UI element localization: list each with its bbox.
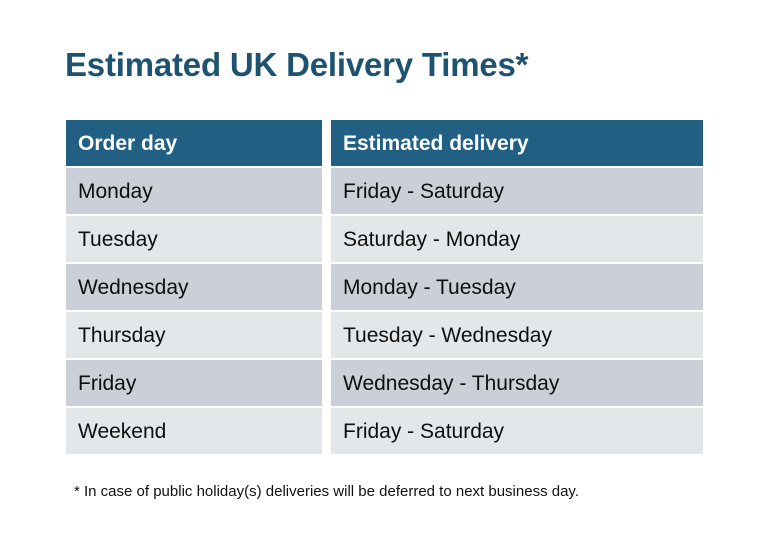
table-row: Monday Friday - Saturday bbox=[66, 168, 703, 214]
cell-order-day: Tuesday bbox=[66, 216, 322, 262]
cell-order-day: Weekend bbox=[66, 408, 322, 454]
cell-order-day: Monday bbox=[66, 168, 322, 214]
cell-order-day: Thursday bbox=[66, 312, 322, 358]
cell-estimated-delivery: Monday - Tuesday bbox=[331, 264, 703, 310]
page-title: Estimated UK Delivery Times* bbox=[65, 46, 529, 83]
cell-estimated-delivery: Wednesday - Thursday bbox=[331, 360, 703, 406]
footnote-text: * In case of public holiday(s) deliverie… bbox=[74, 483, 579, 500]
table-row: Thursday Tuesday - Wednesday bbox=[66, 312, 703, 358]
table-header-row: Order day Estimated delivery bbox=[66, 120, 703, 166]
cell-estimated-delivery: Saturday - Monday bbox=[331, 216, 703, 262]
cell-estimated-delivery: Friday - Saturday bbox=[331, 168, 703, 214]
cell-estimated-delivery: Tuesday - Wednesday bbox=[331, 312, 703, 358]
table-row: Weekend Friday - Saturday bbox=[66, 408, 703, 454]
table-row: Wednesday Monday - Tuesday bbox=[66, 264, 703, 310]
cell-order-day: Wednesday bbox=[66, 264, 322, 310]
cell-order-day: Friday bbox=[66, 360, 322, 406]
column-header-estimated-delivery: Estimated delivery bbox=[331, 120, 703, 166]
cell-estimated-delivery: Friday - Saturday bbox=[331, 408, 703, 454]
column-header-order-day: Order day bbox=[66, 120, 322, 166]
table-row: Friday Wednesday - Thursday bbox=[66, 360, 703, 406]
table-row: Tuesday Saturday - Monday bbox=[66, 216, 703, 262]
delivery-times-table: Order day Estimated delivery Monday Frid… bbox=[66, 120, 703, 454]
